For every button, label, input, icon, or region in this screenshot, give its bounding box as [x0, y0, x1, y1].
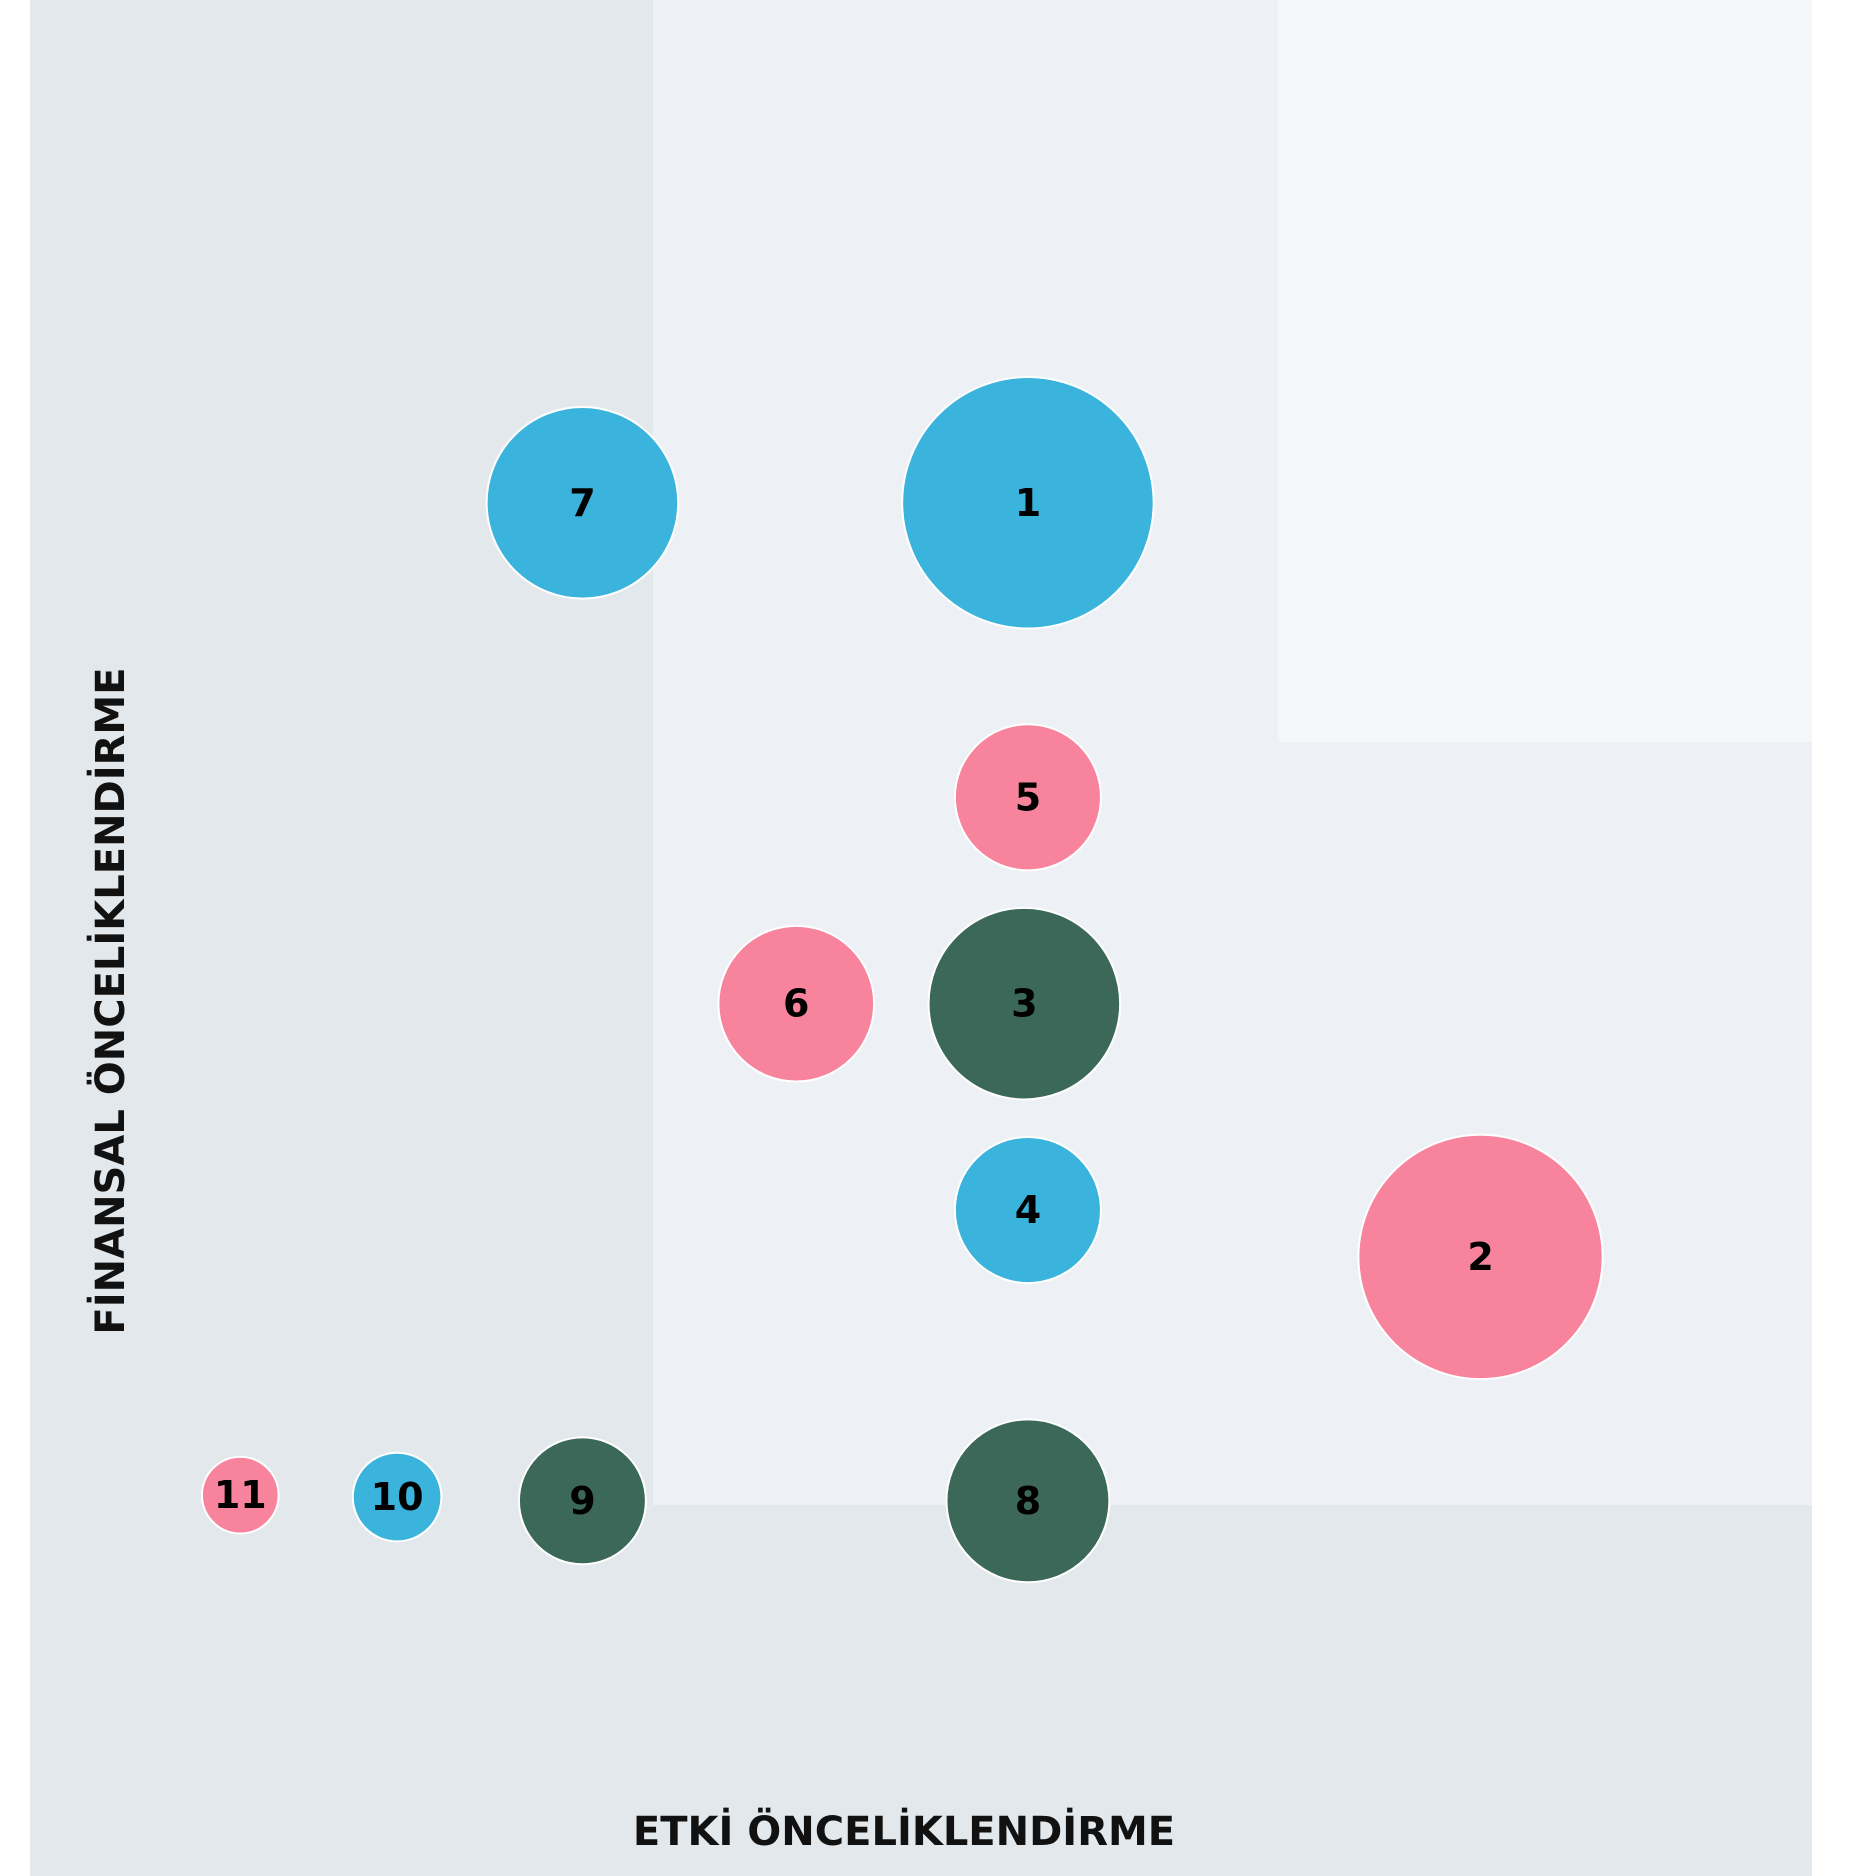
bubble [901, 376, 1155, 630]
bubble [1357, 1133, 1604, 1381]
bubble-label: 9 [569, 1479, 595, 1523]
x-axis-title: ETKİ ÖNCELİKLENDİRME [633, 1807, 1175, 1855]
zone-inner [1278, 0, 1812, 742]
bubble [953, 1135, 1102, 1285]
bubble-label: 11 [214, 1473, 267, 1517]
bubble-label: 3 [1011, 982, 1037, 1026]
bubble-label: 6 [783, 982, 809, 1026]
bubble [945, 1418, 1111, 1584]
bubble [485, 405, 680, 600]
bubble-label: 10 [371, 1475, 424, 1519]
bubble-label: 8 [1015, 1479, 1041, 1523]
y-axis-title: FİNANSAL ÖNCELİKLENDİRME [86, 667, 134, 1334]
bubble [200, 1455, 280, 1535]
bubble [517, 1436, 647, 1566]
bubble-label: 7 [569, 481, 595, 525]
bubble-label: 4 [1015, 1188, 1041, 1232]
bubble-label: 1 [1015, 481, 1041, 525]
bubble [717, 924, 876, 1083]
bubble [953, 723, 1102, 872]
bubble [351, 1451, 443, 1543]
bubble [927, 906, 1122, 1101]
bubble-label: 2 [1467, 1235, 1493, 1279]
bubble-label: 5 [1015, 775, 1041, 819]
